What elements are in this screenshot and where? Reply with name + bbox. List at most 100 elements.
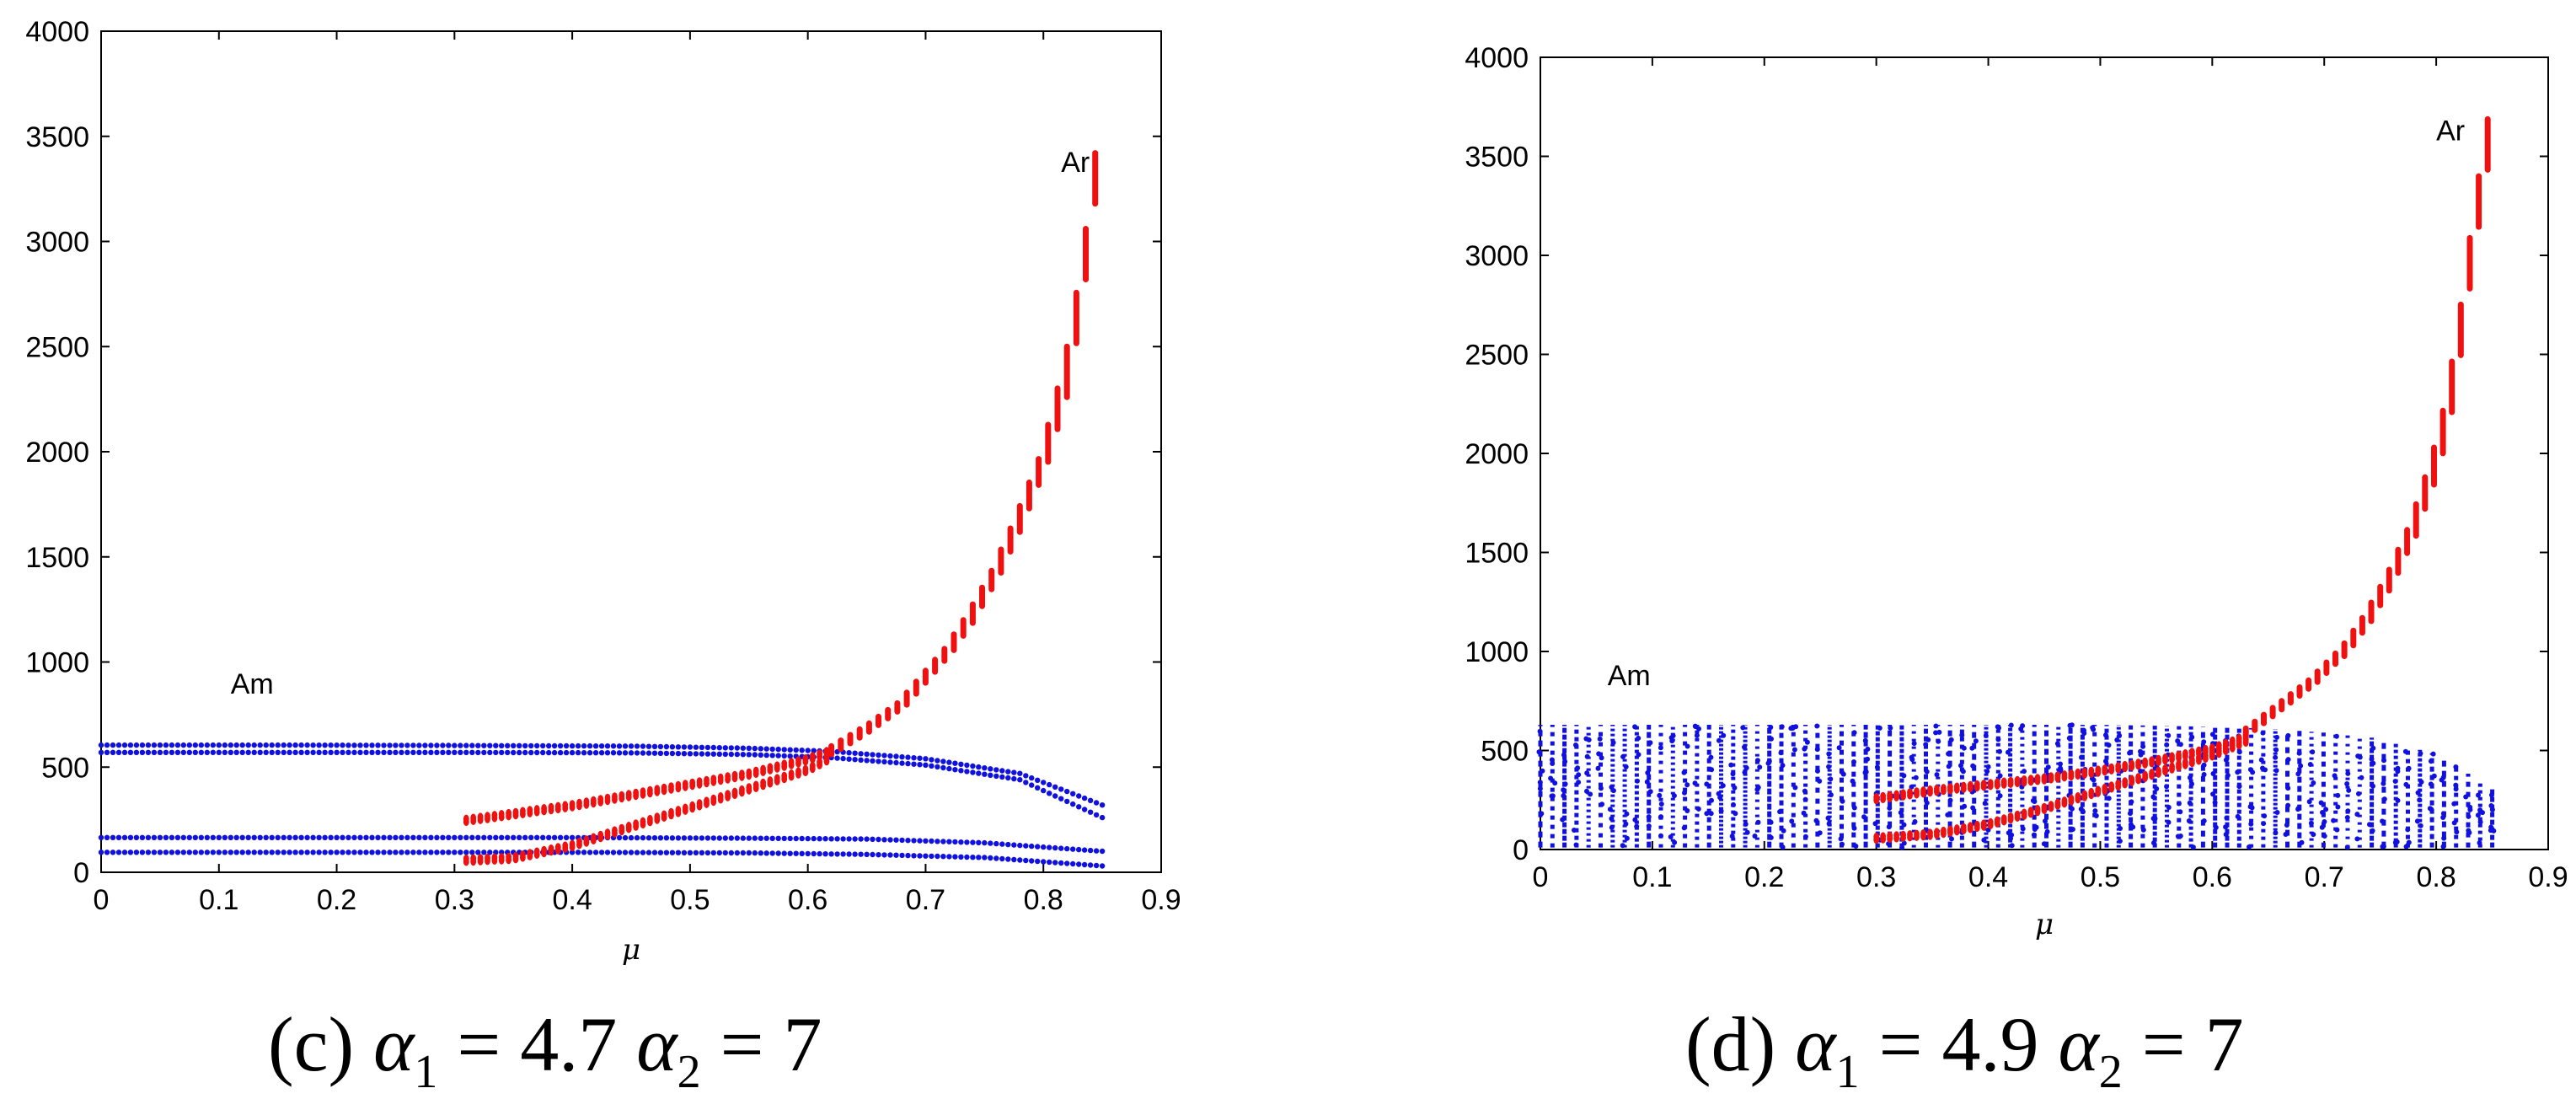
ar-point <box>661 783 667 792</box>
am-point <box>233 742 239 748</box>
am-point <box>281 850 287 855</box>
am-point <box>988 772 993 778</box>
am-point <box>2298 763 2304 769</box>
am-point <box>2370 760 2376 766</box>
am-point <box>2273 830 2279 836</box>
am-point <box>2308 820 2314 826</box>
ar-point <box>2122 760 2129 769</box>
am-point <box>763 850 769 856</box>
ar-point <box>739 785 745 794</box>
am-point <box>1982 801 1988 807</box>
ar-point <box>1893 790 1900 799</box>
am-point <box>528 834 534 840</box>
am-point <box>1983 732 1989 738</box>
ar-point <box>590 796 597 805</box>
ar-point <box>569 839 576 849</box>
am-point <box>2103 732 2108 738</box>
am-point <box>210 834 216 840</box>
am-point <box>1779 724 1785 730</box>
am-point <box>1936 738 1941 744</box>
am-point <box>976 764 982 770</box>
am-point <box>505 834 511 840</box>
am-point <box>2081 809 2086 815</box>
am-point <box>446 834 452 840</box>
am-point <box>693 744 699 750</box>
am-point <box>663 835 670 841</box>
am-point <box>2285 802 2291 808</box>
am-point <box>1041 787 1047 794</box>
ar-point <box>576 798 582 807</box>
am-point <box>993 767 999 773</box>
am-point <box>917 762 923 768</box>
am-point <box>557 749 564 756</box>
ar-point <box>2102 764 2108 774</box>
am-point <box>1877 725 1882 731</box>
am-point <box>1081 861 1088 868</box>
am-point <box>1099 814 1106 821</box>
am-point <box>893 852 899 858</box>
am-point <box>1874 764 1880 770</box>
am-point <box>964 839 970 845</box>
am-point <box>345 749 351 755</box>
am-point <box>310 850 316 855</box>
ar-point <box>562 841 569 850</box>
am-point <box>2114 737 2120 742</box>
am-point <box>2058 761 2063 767</box>
y-tick-label: 500 <box>1481 736 1529 768</box>
am-point <box>687 850 694 855</box>
am-point <box>1011 856 1017 863</box>
am-point <box>1070 860 1076 867</box>
am-point <box>2261 821 2267 827</box>
ar-point <box>654 812 661 822</box>
ar-point <box>1947 825 1953 834</box>
ar-point <box>654 785 661 794</box>
am-point <box>151 742 158 748</box>
am-point <box>210 742 216 748</box>
am-point <box>499 834 505 840</box>
x-tick-label: 0.3 <box>1856 861 1896 893</box>
am-point <box>799 835 805 842</box>
am-point <box>1575 765 1581 771</box>
am-point <box>334 834 340 840</box>
am-point <box>834 836 840 842</box>
am-point <box>840 851 846 857</box>
ar-point <box>2075 768 2081 777</box>
ar-point <box>2075 792 2081 801</box>
am-point <box>174 742 181 748</box>
ar-point <box>1880 791 1887 801</box>
y-tick-label: 3500 <box>1465 142 1529 174</box>
am-point <box>710 835 716 841</box>
am-point <box>1781 828 1786 834</box>
am-point <box>422 749 428 755</box>
am-point <box>982 765 988 771</box>
am-point <box>428 742 434 748</box>
am-point <box>2041 841 2047 847</box>
am-point <box>2263 767 2268 773</box>
am-point <box>511 742 517 748</box>
am-point <box>2431 773 2437 779</box>
ar-point <box>470 854 477 863</box>
ar-point <box>2135 773 2142 782</box>
am-point <box>881 852 887 858</box>
am-point <box>287 850 292 855</box>
ar-point <box>788 769 795 778</box>
am-point <box>1573 842 1579 848</box>
ar-point <box>689 801 696 810</box>
am-point <box>699 850 705 855</box>
am-point <box>316 834 322 840</box>
am-point <box>598 750 605 756</box>
am-point <box>1708 811 1714 817</box>
am-point <box>2405 827 2411 833</box>
am-point <box>616 850 623 855</box>
am-point <box>651 835 658 841</box>
ar-point <box>554 801 561 811</box>
am-point <box>1076 846 1082 853</box>
am-point <box>163 834 169 840</box>
am-point <box>970 763 976 769</box>
am-point <box>257 749 263 755</box>
am-point <box>110 850 116 855</box>
am-point <box>1023 857 1029 864</box>
ar-point <box>2162 764 2168 773</box>
ar-point <box>2182 758 2188 767</box>
am-point <box>681 835 688 841</box>
